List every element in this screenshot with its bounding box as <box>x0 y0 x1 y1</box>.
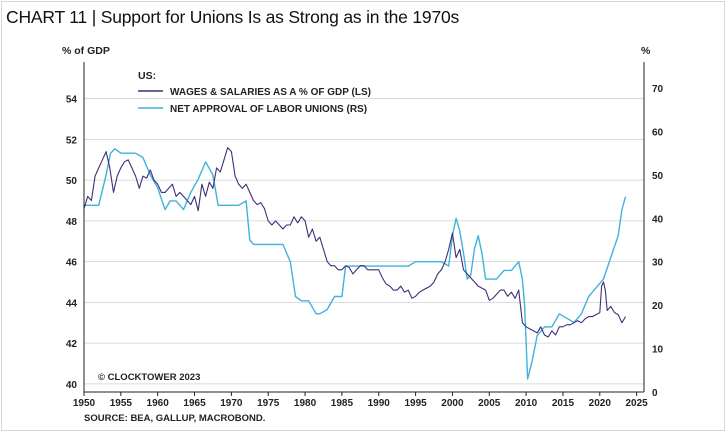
left-tick-label: 48 <box>66 217 78 228</box>
right-axis-label: % <box>641 45 651 57</box>
legend-heading: US: <box>138 70 156 82</box>
x-tick-label: 2000 <box>441 398 464 409</box>
x-tick-label: 1995 <box>404 398 427 409</box>
right-tick-label: 50 <box>652 171 664 182</box>
left-tick-label: 40 <box>66 380 78 391</box>
x-tick-label: 2015 <box>552 398 575 409</box>
x-tick-label: 1980 <box>294 398 317 409</box>
wages-salaries-line <box>83 147 627 338</box>
watermark: © CLOCKTOWER 2023 <box>98 372 200 383</box>
union-approval-line <box>84 148 627 380</box>
right-tick-label: 20 <box>652 301 664 312</box>
left-axis-label: % of GDP <box>62 45 110 57</box>
left-tick-label: 44 <box>66 298 78 309</box>
x-tick-label: 1975 <box>257 398 280 409</box>
left-tick-labels: 40 42 44 46 48 50 52 54 <box>66 95 78 391</box>
series-lines <box>83 147 627 380</box>
chart-title: CHART 11 | Support for Unions Is as Stro… <box>6 7 460 27</box>
legend-label-unions: NET APPROVAL OF LABOR UNIONS (RS) <box>170 104 367 115</box>
x-tick-label: 2005 <box>478 398 501 409</box>
right-tick-labels: 0 10 20 30 40 50 60 70 <box>652 84 664 399</box>
left-tick-label: 42 <box>66 339 78 350</box>
x-tick-label: 1990 <box>368 398 391 409</box>
x-tick-label: 2010 <box>515 398 538 409</box>
right-tick-label: 40 <box>652 214 664 225</box>
right-tick-label: 10 <box>652 345 664 356</box>
right-tick-label: 60 <box>652 127 664 138</box>
x-tick-label: 1960 <box>147 398 170 409</box>
left-tick-label: 46 <box>66 258 78 269</box>
right-tick-label: 70 <box>652 84 664 95</box>
x-tick-label: 1950 <box>73 398 96 409</box>
x-tick-labels: 1950 1955 1960 1965 1970 1975 1980 1985 1990 1995… <box>73 392 648 409</box>
left-tick-label: 52 <box>66 135 78 146</box>
left-tick-label: 54 <box>66 95 78 106</box>
right-tick-label: 30 <box>652 258 664 269</box>
legend: US: WAGES & SALARIES AS A % OF GDP (LS) … <box>138 70 371 115</box>
left-tick-label: 50 <box>66 176 78 187</box>
right-tick-label: 0 <box>652 388 658 399</box>
source-note: SOURCE: BEA, GALLUP, MACROBOND. <box>84 413 265 424</box>
axes <box>83 62 645 393</box>
grid-lines <box>84 98 644 385</box>
x-tick-label: 2025 <box>626 398 649 409</box>
x-tick-label: 2020 <box>589 398 612 409</box>
x-tick-label: 1970 <box>220 398 243 409</box>
x-tick-label: 1955 <box>110 398 133 409</box>
x-tick-label: 1985 <box>331 398 354 409</box>
legend-label-wages: WAGES & SALARIES AS A % OF GDP (LS) <box>170 87 371 98</box>
x-tick-label: 1965 <box>183 398 206 409</box>
